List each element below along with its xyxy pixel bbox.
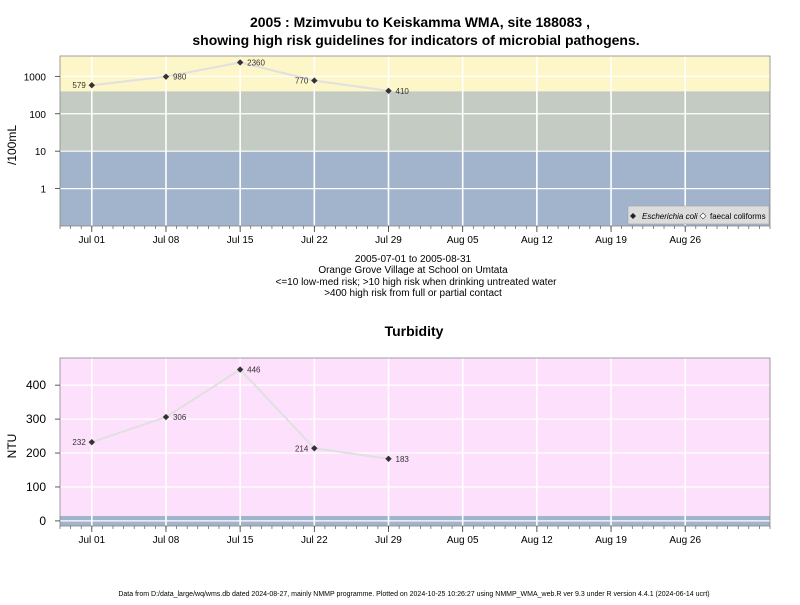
x-tick-label-5: Aug 05 xyxy=(447,535,479,546)
data-point-2 xyxy=(236,59,244,66)
y-axis-label: NTU xyxy=(5,434,19,459)
chart-title-line1: 2005 : Mzimvubu to Keiskamma WMA, site 1… xyxy=(250,14,590,30)
data-point-3 xyxy=(311,445,318,452)
x-tick-label-8: Aug 26 xyxy=(669,235,701,246)
x-tick-label-2: Jul 15 xyxy=(227,235,254,246)
turbidity-title: Turbidity xyxy=(385,323,444,339)
risk-note-1: <=10 low-med risk; >10 high risk when dr… xyxy=(276,277,558,288)
data-point-4 xyxy=(385,455,392,462)
x-tick-label-4: Jul 29 xyxy=(375,235,402,246)
data-point-0 xyxy=(88,438,95,446)
x-tick-label-3: Jul 22 xyxy=(301,535,328,546)
microbial-panel: Jul 01 Jul 08 Jul 15 Jul 22 Jul 29 Aug 05 Aug … xyxy=(5,55,771,246)
x-tick-label-6: Aug 12 xyxy=(521,235,553,246)
x-tick-label-8: Aug 26 xyxy=(669,535,701,546)
data-label-4: 183 xyxy=(396,455,410,464)
y-tick-label-1: 100 xyxy=(26,480,46,494)
legend-box xyxy=(627,205,770,225)
x-tick-label-6: Aug 12 xyxy=(521,535,553,546)
y-tick-label-3: 1000 xyxy=(24,72,47,83)
x-tick-label-4: Jul 29 xyxy=(375,535,402,546)
x-tick-label-5: Aug 05 xyxy=(447,235,479,246)
y-tick-label-1: 10 xyxy=(35,147,47,158)
risk-note-2: >400 high risk from full or partial cont… xyxy=(324,288,502,299)
band-1 xyxy=(60,358,770,516)
y-tick-label-0: 0 xyxy=(39,514,46,528)
legend-marker-fc xyxy=(699,212,707,220)
data-point-3 xyxy=(311,77,318,84)
data-label-3: 770 xyxy=(295,77,309,86)
data-label-1: 306 xyxy=(173,413,187,422)
data-label-2: 2360 xyxy=(247,58,265,67)
x-tick-label-1: Jul 08 xyxy=(153,235,180,246)
x-tick-label-0: Jul 01 xyxy=(78,535,105,546)
legend-marker-ecoli xyxy=(630,213,636,219)
x-tick-label-7: Aug 19 xyxy=(595,235,627,246)
plot-frame xyxy=(59,55,771,227)
data-point-4 xyxy=(385,87,392,95)
y-tick-label-2: 100 xyxy=(29,110,46,121)
y-tick-label-2: 200 xyxy=(26,446,46,460)
data-label-0: 579 xyxy=(72,81,86,90)
data-label-2: 446 xyxy=(247,366,261,375)
x-tick-label-0: Jul 01 xyxy=(78,235,105,246)
x-tick-label-7: Aug 19 xyxy=(595,535,627,546)
band-1 xyxy=(60,91,770,152)
footer-note: Data from D:/data_large/wq/wms.db dated … xyxy=(118,591,709,598)
data-label-0: 232 xyxy=(72,438,86,447)
x-tick-label-2: Jul 15 xyxy=(227,535,254,546)
data-point-0 xyxy=(88,82,95,89)
data-point-1 xyxy=(162,73,170,80)
location-text: Orange Grove Village at School on Umtata xyxy=(318,265,508,276)
chart-title-line2: showing high risk guidelines for indicat… xyxy=(192,32,639,48)
data-point-2 xyxy=(236,366,244,373)
y-tick-label-0: 1 xyxy=(40,185,46,196)
date-range-text: 2005-07-01 to 2005-08-31 xyxy=(355,254,472,265)
plot-frame xyxy=(59,357,771,527)
turbidity-panel: Jul 01 Jul 08 Jul 15 Jul 22 Jul 29 Aug 05 Aug … xyxy=(5,357,771,546)
y-tick-label-4: 400 xyxy=(26,378,46,392)
y-tick-label-3: 300 xyxy=(26,412,46,426)
data-point-1 xyxy=(162,413,170,421)
data-label-4: 410 xyxy=(396,87,410,96)
legend-label-fc: faecal coliforms xyxy=(710,212,766,221)
x-tick-label-1: Jul 08 xyxy=(153,535,180,546)
x-tick-label-3: Jul 22 xyxy=(301,235,328,246)
data-label-1: 980 xyxy=(173,73,187,82)
y-axis-label: /100mL xyxy=(5,125,19,165)
legend-label-ecoli: Escherichia coli xyxy=(642,212,698,221)
data-label-3: 214 xyxy=(295,444,309,453)
